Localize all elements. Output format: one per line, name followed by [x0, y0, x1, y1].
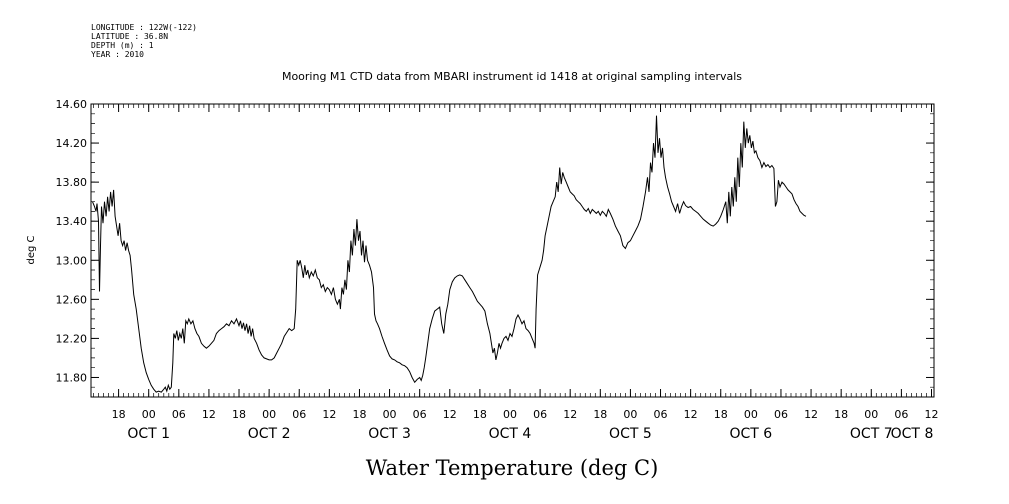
y-tick-label: 13.80	[56, 176, 88, 189]
date-label: OCT 3	[368, 426, 411, 442]
minor-ticks	[91, 103, 934, 398]
year-label: YEAR : 2010	[91, 50, 144, 59]
x-tick-label: 00	[503, 408, 517, 421]
x-tick-label: 00	[262, 408, 276, 421]
x-tick-label: 06	[894, 408, 908, 421]
x-tick-label: 12	[322, 408, 336, 421]
x-tick-label: 12	[443, 408, 457, 421]
latitude-label: LATITUDE : 36.8N	[91, 32, 168, 41]
depth-label: DEPTH (m) : 1	[91, 41, 154, 50]
x-tick-label: 18	[232, 408, 246, 421]
x-tick-label: 18	[473, 408, 487, 421]
x-tick-label: 00	[744, 408, 758, 421]
longitude-label: LONGITUDE : 122W(-122)	[91, 23, 197, 32]
date-label: OCT 6	[729, 426, 772, 442]
x-tick-label: 12	[804, 408, 818, 421]
x-tick-label: 00	[142, 408, 156, 421]
x-tick-label: 18	[112, 408, 126, 421]
x-tick-label: 18	[714, 408, 728, 421]
x-tick-label: 06	[413, 408, 427, 421]
date-label: OCT 8	[891, 426, 934, 442]
plot-frame	[90, 103, 935, 398]
y-tick-label: 13.40	[56, 215, 88, 228]
date-label: OCT 5	[609, 426, 652, 442]
x-tick-label: 18	[834, 408, 848, 421]
x-tick-label: 00	[383, 408, 397, 421]
y-tick-label: 11.80	[56, 371, 88, 384]
date-label: OCT 4	[489, 426, 532, 442]
y-tick-label: 12.60	[56, 293, 88, 306]
x-tick-label: 12	[202, 408, 216, 421]
x-tick-label: 06	[292, 408, 306, 421]
date-label: OCT 2	[248, 426, 291, 442]
date-label: OCT 1	[127, 426, 170, 442]
x-tick-label: 12	[563, 408, 577, 421]
date-label: OCT 7	[850, 426, 893, 442]
x-tick-label: 00	[623, 408, 637, 421]
y-tick-label: 14.20	[56, 137, 88, 150]
x-tick-label: 12	[924, 408, 938, 421]
x-tick-label: 18	[593, 408, 607, 421]
y-tick-label: 13.00	[56, 254, 88, 267]
x-tick-label: 12	[684, 408, 698, 421]
x-tick-label: 06	[172, 408, 186, 421]
y-axis-label: deg C	[26, 235, 37, 264]
x-tick-label: 06	[533, 408, 547, 421]
minor-tick-marks	[91, 103, 934, 398]
x-tick-label: 18	[352, 408, 366, 421]
water-temperature-line	[92, 115, 807, 393]
x-tick-label: 00	[864, 408, 878, 421]
x-tick-label: 06	[774, 408, 788, 421]
y-tick-label: 14.60	[56, 98, 88, 111]
chart-title: Mooring M1 CTD data from MBARI instrumen…	[282, 70, 742, 83]
x-tick-label: 06	[654, 408, 668, 421]
y-axis-ticks: 14.60 14.20 13.80 13.40 13.00 12.60 12.20 11.80	[56, 98, 934, 384]
x-axis-title: Water Temperature (deg C)	[366, 456, 659, 480]
x-axis-ticks: 18 00 06 12 18 00 06 12 18 00 06 12 18 00 06 12 18 00 06 12…	[112, 104, 938, 421]
y-tick-label: 12.20	[56, 332, 88, 345]
